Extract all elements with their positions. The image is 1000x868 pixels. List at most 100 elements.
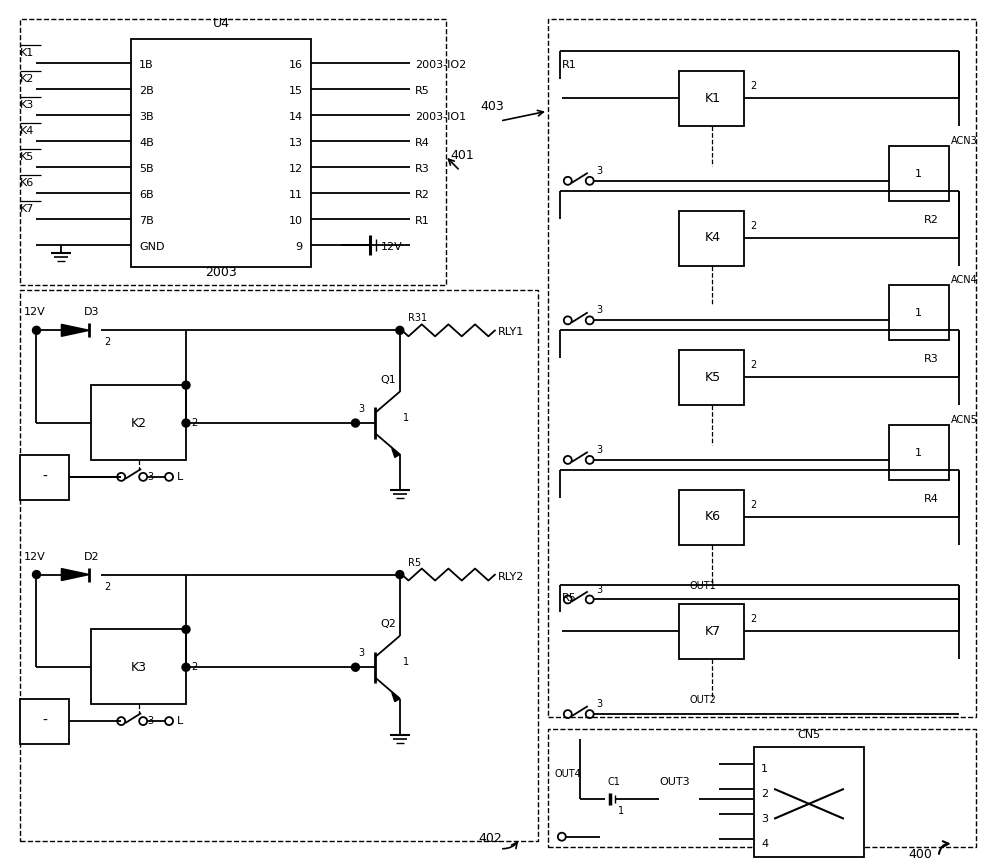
- Text: 3: 3: [761, 814, 768, 824]
- Text: 3: 3: [358, 648, 365, 658]
- Text: 12: 12: [289, 164, 303, 174]
- Text: R3: R3: [924, 354, 939, 365]
- Text: R3: R3: [415, 164, 430, 174]
- Text: R5: R5: [415, 86, 430, 96]
- Text: 2: 2: [191, 418, 197, 428]
- Text: 3: 3: [147, 716, 153, 726]
- Bar: [20, 699, 69, 744]
- Text: 1B: 1B: [139, 60, 154, 70]
- Text: R4: R4: [924, 494, 939, 503]
- Text: 3: 3: [358, 404, 365, 414]
- Text: K6: K6: [704, 510, 720, 523]
- Text: 2: 2: [104, 338, 111, 347]
- Text: K1: K1: [704, 92, 720, 104]
- Text: K3: K3: [131, 661, 147, 674]
- Text: OUT2: OUT2: [689, 695, 716, 705]
- Text: K2: K2: [20, 74, 34, 84]
- Text: R2: R2: [924, 214, 939, 225]
- Text: 2003-IO1: 2003-IO1: [415, 112, 466, 122]
- Polygon shape: [61, 325, 89, 336]
- Text: 402: 402: [478, 832, 502, 845]
- Text: 3: 3: [597, 166, 603, 176]
- Text: 1: 1: [915, 448, 922, 458]
- Text: 1: 1: [915, 169, 922, 179]
- Circle shape: [182, 663, 190, 671]
- Circle shape: [182, 625, 190, 634]
- Text: K1: K1: [20, 49, 34, 58]
- Text: K4: K4: [20, 126, 34, 136]
- Text: R4: R4: [415, 138, 430, 148]
- Bar: [679, 604, 744, 660]
- Text: K7: K7: [704, 625, 720, 638]
- Text: 2: 2: [750, 615, 756, 624]
- Text: 2: 2: [191, 662, 197, 672]
- Text: R2: R2: [415, 190, 430, 200]
- Text: 9: 9: [296, 241, 303, 252]
- Text: 400: 400: [909, 848, 933, 861]
- Circle shape: [182, 381, 190, 389]
- Text: 2003-IO2: 2003-IO2: [415, 60, 467, 70]
- Bar: [754, 747, 864, 857]
- Text: 4: 4: [761, 838, 768, 849]
- Polygon shape: [392, 449, 400, 457]
- Text: 403: 403: [480, 100, 504, 113]
- Text: CN5: CN5: [797, 730, 821, 740]
- Text: 1: 1: [761, 764, 768, 774]
- Text: -: -: [42, 470, 47, 483]
- Text: 3: 3: [597, 306, 603, 315]
- Text: K3: K3: [20, 100, 34, 110]
- Bar: [91, 629, 186, 704]
- Text: 2: 2: [750, 500, 756, 510]
- Text: 1: 1: [403, 657, 409, 667]
- Bar: [679, 490, 744, 544]
- Circle shape: [33, 326, 40, 334]
- Text: GND: GND: [139, 241, 165, 252]
- Text: 3: 3: [147, 472, 153, 482]
- Text: ACN3: ACN3: [951, 136, 977, 146]
- Bar: [889, 146, 949, 201]
- Bar: [548, 729, 976, 846]
- Text: 3: 3: [597, 584, 603, 595]
- Text: 5B: 5B: [139, 164, 154, 174]
- Text: C1: C1: [608, 777, 621, 787]
- Text: 2B: 2B: [139, 86, 154, 96]
- Text: 2003: 2003: [205, 266, 237, 279]
- Text: 6B: 6B: [139, 190, 154, 200]
- Text: OUT1: OUT1: [689, 581, 716, 590]
- Circle shape: [351, 419, 359, 427]
- Text: 4B: 4B: [139, 138, 154, 148]
- Text: R1: R1: [562, 60, 577, 70]
- Text: 2: 2: [104, 582, 111, 591]
- Text: 13: 13: [289, 138, 303, 148]
- Text: 401: 401: [450, 149, 474, 162]
- Text: 2: 2: [761, 789, 768, 799]
- Text: 12V: 12V: [380, 241, 402, 252]
- Text: RLY1: RLY1: [498, 327, 524, 338]
- Text: K4: K4: [704, 231, 720, 244]
- Text: R5: R5: [562, 594, 577, 603]
- Circle shape: [396, 570, 404, 579]
- Text: 3B: 3B: [139, 112, 154, 122]
- Bar: [91, 385, 186, 460]
- Text: 12V: 12V: [24, 307, 45, 318]
- Bar: [20, 455, 69, 500]
- Text: 2: 2: [750, 360, 756, 371]
- Circle shape: [182, 419, 190, 427]
- Text: Q2: Q2: [380, 619, 396, 629]
- Text: ACN4: ACN4: [951, 275, 977, 286]
- Text: 1: 1: [403, 413, 409, 423]
- Bar: [20, 19, 446, 286]
- Text: R31: R31: [408, 313, 427, 324]
- Text: R5: R5: [408, 557, 421, 568]
- Bar: [548, 19, 976, 717]
- Bar: [889, 425, 949, 480]
- Text: 10: 10: [289, 215, 303, 226]
- Text: 16: 16: [289, 60, 303, 70]
- Text: 7B: 7B: [139, 215, 154, 226]
- Text: 2: 2: [750, 220, 756, 231]
- Circle shape: [396, 326, 404, 334]
- Text: 3: 3: [597, 445, 603, 455]
- Bar: [679, 211, 744, 266]
- Text: 14: 14: [289, 112, 303, 122]
- Text: ACN5: ACN5: [951, 415, 977, 425]
